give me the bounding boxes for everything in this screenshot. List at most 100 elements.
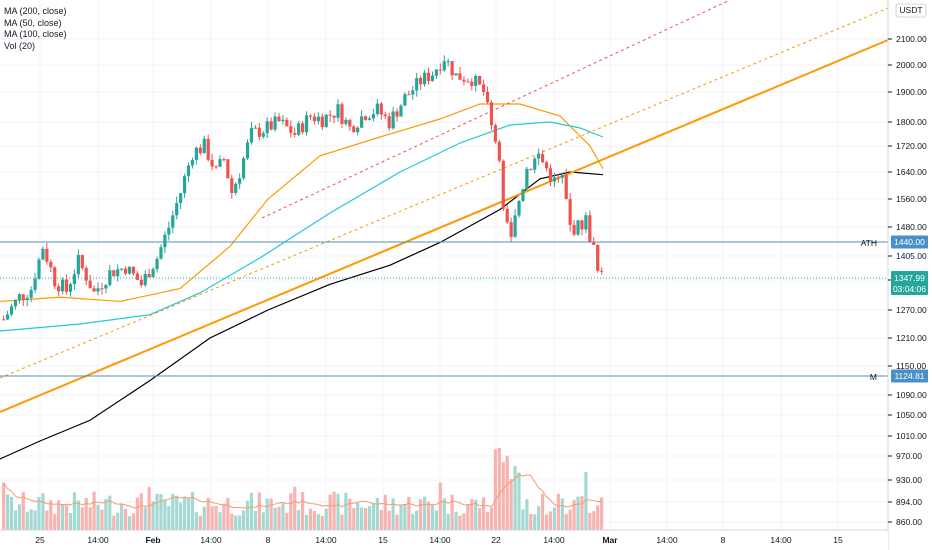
candle-body xyxy=(458,73,462,80)
volume-bars xyxy=(2,448,604,530)
ma200-line xyxy=(0,171,604,460)
candle-body xyxy=(529,168,533,170)
volume-bar xyxy=(541,493,545,530)
candle-body xyxy=(234,183,238,193)
candle-body xyxy=(419,77,423,85)
volume-bar xyxy=(556,493,560,530)
candle-body xyxy=(360,116,364,128)
time-label: 15 xyxy=(378,535,388,545)
volume-bar xyxy=(422,496,427,530)
volume-bar xyxy=(45,510,49,530)
volume-bar xyxy=(245,500,250,530)
candle-body xyxy=(411,90,415,95)
candle-body xyxy=(273,116,277,130)
candle-body xyxy=(68,284,73,292)
volume-bar xyxy=(525,499,529,530)
candle-body xyxy=(25,297,29,300)
grid-lines xyxy=(0,0,888,530)
legend-item-ma200[interactable]: MA (200, close) xyxy=(4,6,67,16)
candle-body xyxy=(505,208,509,223)
candle-body xyxy=(312,116,317,122)
volume-bar xyxy=(352,508,356,530)
current-price-tag xyxy=(891,271,928,295)
price-tick-label: 894.00 xyxy=(896,497,922,507)
volume-bar xyxy=(564,513,568,530)
legend-item-volume[interactable]: Vol (20) xyxy=(4,40,36,51)
price-tick-label: 1210.00 xyxy=(896,333,927,343)
volume-bar xyxy=(230,513,234,530)
volume-bar xyxy=(576,496,580,530)
legend-item-ma50[interactable]: MA (50, close) xyxy=(4,17,62,28)
volume-bar xyxy=(304,514,309,530)
volume-bar xyxy=(348,498,352,530)
candle-body xyxy=(198,147,202,154)
time-axis-background xyxy=(0,530,888,550)
time-label: 8 xyxy=(721,535,726,545)
trend-lines xyxy=(0,0,889,413)
volume-bar xyxy=(324,508,328,530)
volume-bar xyxy=(29,509,33,530)
candle-body xyxy=(127,266,132,274)
candle-body xyxy=(218,159,222,167)
candle-body xyxy=(363,116,368,120)
candle-body xyxy=(426,72,431,82)
candle-body xyxy=(434,69,438,76)
volume-bar xyxy=(568,509,572,530)
candle-body xyxy=(485,91,490,103)
time-axis[interactable]: 25 14:00 Feb 14:00 8 14:00 15 14:00 22 14:00 Mar 14… xyxy=(0,529,888,550)
volume-bar xyxy=(596,505,600,530)
candle-body xyxy=(175,202,179,216)
volume-bar xyxy=(9,496,14,530)
candle-body xyxy=(5,314,10,320)
candle-body xyxy=(2,319,6,321)
time-label: 14:00 xyxy=(543,535,565,545)
time-label: Feb xyxy=(145,535,160,545)
volume-bar xyxy=(175,495,179,530)
volume-bar xyxy=(206,497,210,530)
volume-bar xyxy=(190,491,195,530)
volume-bar xyxy=(238,515,242,530)
ma50-line xyxy=(0,103,604,303)
candle-body xyxy=(517,200,521,216)
volume-bar xyxy=(482,497,486,530)
volume-bar xyxy=(363,508,368,530)
volume-bar xyxy=(64,505,69,530)
volume-bar xyxy=(521,509,525,530)
candle-body xyxy=(478,75,482,85)
legend-item-ma100[interactable]: MA (100, close) xyxy=(4,29,67,39)
time-label: 15 xyxy=(833,535,843,545)
volume-bar xyxy=(517,472,521,530)
candle-body xyxy=(328,114,332,116)
candle-body xyxy=(41,248,45,260)
volume-bar xyxy=(391,498,395,530)
candle-body xyxy=(163,234,167,248)
volume-bar xyxy=(21,492,25,530)
volume-bar xyxy=(411,514,415,530)
candle-body xyxy=(482,84,486,92)
volume-bar xyxy=(580,496,584,530)
volume-bar xyxy=(383,494,387,530)
candle-body xyxy=(415,77,419,91)
volume-bar xyxy=(37,497,41,530)
candle-body xyxy=(588,215,592,242)
volume-bar xyxy=(430,505,435,530)
volume-bar xyxy=(76,500,80,530)
volume-bar xyxy=(131,513,136,530)
volume-bar xyxy=(96,504,100,530)
level-price-tag-text: 1124.81 xyxy=(894,371,924,381)
candlesticks xyxy=(2,55,604,321)
candle-body xyxy=(541,154,545,163)
volume-bar xyxy=(419,499,423,530)
candle-body xyxy=(568,199,572,225)
price-tick-label: 1800.00 xyxy=(896,117,927,127)
price-axis[interactable]: 2100.00 2000.00 1900.00 1800.00 1720.00 1640.… xyxy=(887,0,932,550)
volume-bar xyxy=(265,498,269,530)
candle-body xyxy=(242,158,246,179)
price-tick-label: 1270.00 xyxy=(896,305,927,315)
candle-body xyxy=(238,178,242,184)
candle-body xyxy=(430,75,435,82)
volume-bar xyxy=(501,462,505,530)
level-price-tag xyxy=(891,235,928,249)
candle-body xyxy=(493,125,498,142)
